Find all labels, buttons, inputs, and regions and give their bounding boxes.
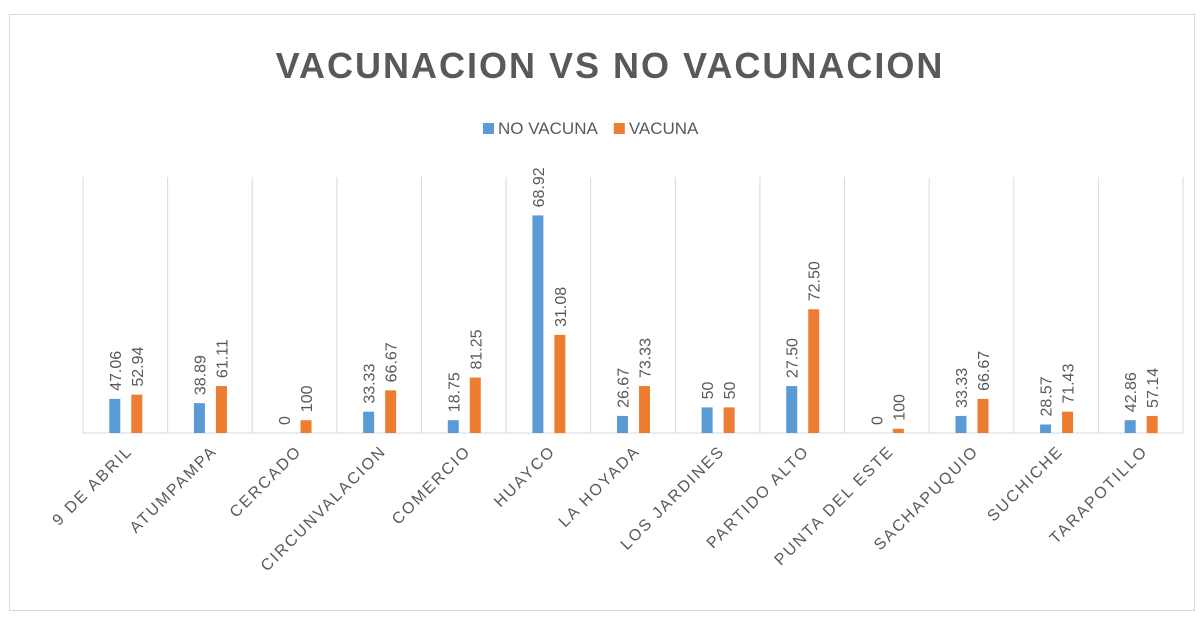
legend-swatch	[613, 123, 625, 134]
bar	[469, 377, 481, 433]
bar	[977, 398, 989, 433]
bar	[723, 407, 735, 433]
chart-border	[9, 14, 1195, 611]
bar	[554, 334, 566, 433]
bar	[363, 411, 375, 433]
data-label: 68.92	[531, 167, 548, 207]
bar	[1146, 415, 1158, 433]
data-label: 0	[277, 416, 294, 425]
bar	[701, 407, 713, 433]
data-label: 66.67	[976, 351, 993, 391]
data-label: 50	[700, 382, 717, 400]
data-label: 61.11	[214, 339, 231, 378]
data-label: 42.86	[1123, 372, 1140, 412]
legend-label: NO VACUNA	[498, 119, 598, 138]
data-label: 66.67	[384, 342, 401, 382]
bar	[385, 390, 397, 433]
bar	[193, 403, 205, 433]
bar	[300, 420, 312, 433]
bar	[215, 386, 227, 433]
bar	[639, 386, 650, 433]
bar	[892, 428, 904, 433]
data-label: 33.33	[362, 364, 379, 404]
chart-title: VACUNACION VS NO VACUNACION	[276, 45, 945, 86]
bar	[617, 415, 628, 433]
bar	[1124, 420, 1136, 433]
bar	[447, 420, 459, 433]
data-label: 47.06	[108, 351, 125, 391]
data-label: 38.89	[192, 355, 209, 395]
data-label: 33.33	[954, 368, 971, 408]
data-label: 27.50	[785, 338, 802, 378]
data-label: 57.14	[1145, 368, 1162, 408]
data-label: 81.25	[468, 329, 485, 369]
data-label: 26.67	[616, 368, 633, 408]
legend-swatch	[483, 123, 494, 134]
data-label: 18.75	[446, 372, 463, 412]
bar	[786, 386, 798, 433]
bar	[808, 309, 820, 433]
bar	[1040, 424, 1052, 433]
bar	[532, 215, 544, 433]
legend-label: VACUNA	[629, 119, 699, 138]
bar	[955, 415, 967, 433]
data-label: 31.08	[553, 287, 570, 327]
data-label: 0	[869, 416, 886, 425]
data-label: 71.43	[1061, 364, 1078, 404]
data-label: 100	[299, 385, 316, 412]
data-label: 50	[722, 382, 739, 400]
bar	[131, 394, 143, 433]
data-label: 100	[891, 394, 908, 421]
bar	[109, 398, 121, 433]
data-label: 52.94	[130, 346, 147, 386]
data-label: 28.57	[1039, 376, 1056, 416]
bar	[1062, 411, 1074, 433]
data-label: 72.50	[807, 261, 824, 301]
data-label: 73.33	[638, 338, 655, 378]
